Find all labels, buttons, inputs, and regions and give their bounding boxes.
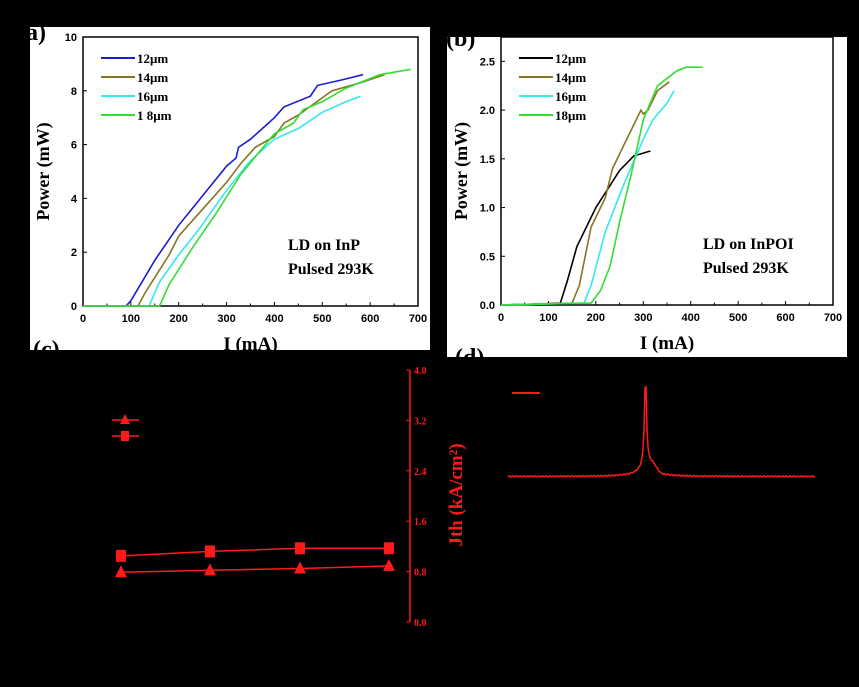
x-tick-label: 400 (265, 313, 283, 325)
y-tick-label: 2.0 (480, 105, 495, 117)
panel-d (507, 385, 816, 479)
legend-label-3: 1 8μm (137, 108, 172, 123)
panel-background (447, 37, 847, 357)
panel-label-c: (c) (33, 337, 60, 363)
annotation-line-1: LD on InP (288, 237, 360, 254)
y-tick-label: 10 (65, 32, 77, 44)
series-line-1 (83, 73, 385, 307)
y-tick-label: 2 (71, 247, 77, 259)
panel-a: 0 100 200 300 400 500 600 700 0 2 4 6 8 10 I (mA) Power… (26, 20, 430, 363)
y-tick-label: 0.5 (480, 251, 495, 263)
legend-triangle-marker (120, 414, 130, 424)
annotation-line-2: Pulsed 293K (703, 260, 789, 277)
x-tick-label: 0 (498, 312, 504, 324)
y-tick-label: 1.5 (480, 154, 495, 166)
series-line-2 (500, 90, 675, 306)
series-line-3 (83, 68, 411, 307)
x-tick-label: 300 (634, 312, 652, 324)
x-tick-label: 400 (682, 312, 700, 324)
square-marker (384, 542, 394, 555)
y-tick-label: 6 (71, 140, 77, 152)
triangle-marker (115, 565, 127, 578)
panel-label-b: (b) (446, 26, 475, 52)
legend-square-marker (121, 431, 129, 441)
y-tick-label: 0.0 (480, 300, 495, 312)
square-marker (205, 545, 215, 558)
series-line-3 (500, 66, 703, 306)
legend-label-1: 14μm (555, 70, 586, 85)
square-marker (295, 542, 305, 555)
x-tick-label: 200 (587, 312, 605, 324)
legend-label-0: 12μm (137, 51, 168, 66)
x-tick-label: 100 (539, 312, 557, 324)
x-tick-label: 600 (776, 312, 794, 324)
y-tick-label: 0 (71, 301, 77, 313)
legend-label-1: 14μm (137, 70, 168, 85)
annotation-line-2: Pulsed 293K (288, 261, 374, 278)
series-line-0 (83, 73, 364, 307)
x-axis-label: I (mA) (223, 334, 277, 355)
y-axis-label: Power (mW) (33, 122, 54, 220)
y2-tick-label: 4.0 (414, 366, 427, 377)
y2-tick-label: 3.2 (414, 416, 427, 427)
spectrum-line (507, 385, 816, 479)
panel-background (30, 27, 430, 350)
legend-label-3: 18μm (555, 108, 586, 123)
panel-label-a: a) (26, 20, 46, 46)
x-tick-label: 0 (80, 313, 86, 325)
y2-tick-label: 2.4 (414, 467, 427, 478)
y-tick-label: 2.5 (480, 56, 495, 68)
panel-label-d: (d) (455, 345, 484, 371)
y2-axis-label: Jth (kA/cm²) (446, 443, 467, 546)
x-tick-label: 700 (824, 312, 842, 324)
x-tick-label: 200 (170, 313, 188, 325)
x-tick-label: 300 (217, 313, 235, 325)
y-tick-label: 1.0 (480, 203, 495, 215)
series-line-1 (500, 81, 670, 306)
x-tick-label: 500 (729, 312, 747, 324)
y2-tick-label: 1.6 (414, 517, 427, 528)
panel-c: 0.0 0.8 1.6 2.4 3.2 4.0 Jth (kA/cm²) (112, 366, 467, 629)
x-axis-label: I (mA) (640, 333, 694, 354)
triangle-marker (383, 558, 395, 571)
jth-series-line-0 (120, 565, 390, 573)
panel-b: 0 100 200 300 400 500 600 700 0.0 0.5 1.0 1.5 2.0 2.5… (446, 26, 847, 371)
legend-label-2: 16μm (555, 89, 586, 104)
y-tick-label: 8 (71, 86, 77, 98)
jth-series-line-1 (120, 547, 389, 557)
triangle-marker (294, 561, 306, 574)
legend-label-2: 16μm (137, 89, 168, 104)
triangle-marker (204, 563, 216, 576)
annotation-line-1: LD on InPOI (703, 236, 794, 253)
y-tick-label: 4 (71, 193, 78, 205)
x-tick-label: 600 (361, 313, 379, 325)
square-marker (116, 549, 126, 562)
series-line-2 (83, 95, 361, 307)
y2-tick-label: 0.8 (414, 568, 427, 579)
x-tick-label: 700 (409, 313, 427, 325)
legend-label-0: 12μm (555, 51, 586, 66)
x-tick-label: 500 (313, 313, 331, 325)
y-axis-label: Power (mW) (451, 122, 472, 220)
x-tick-label: 100 (122, 313, 140, 325)
y2-tick-label: 0.0 (414, 618, 427, 629)
